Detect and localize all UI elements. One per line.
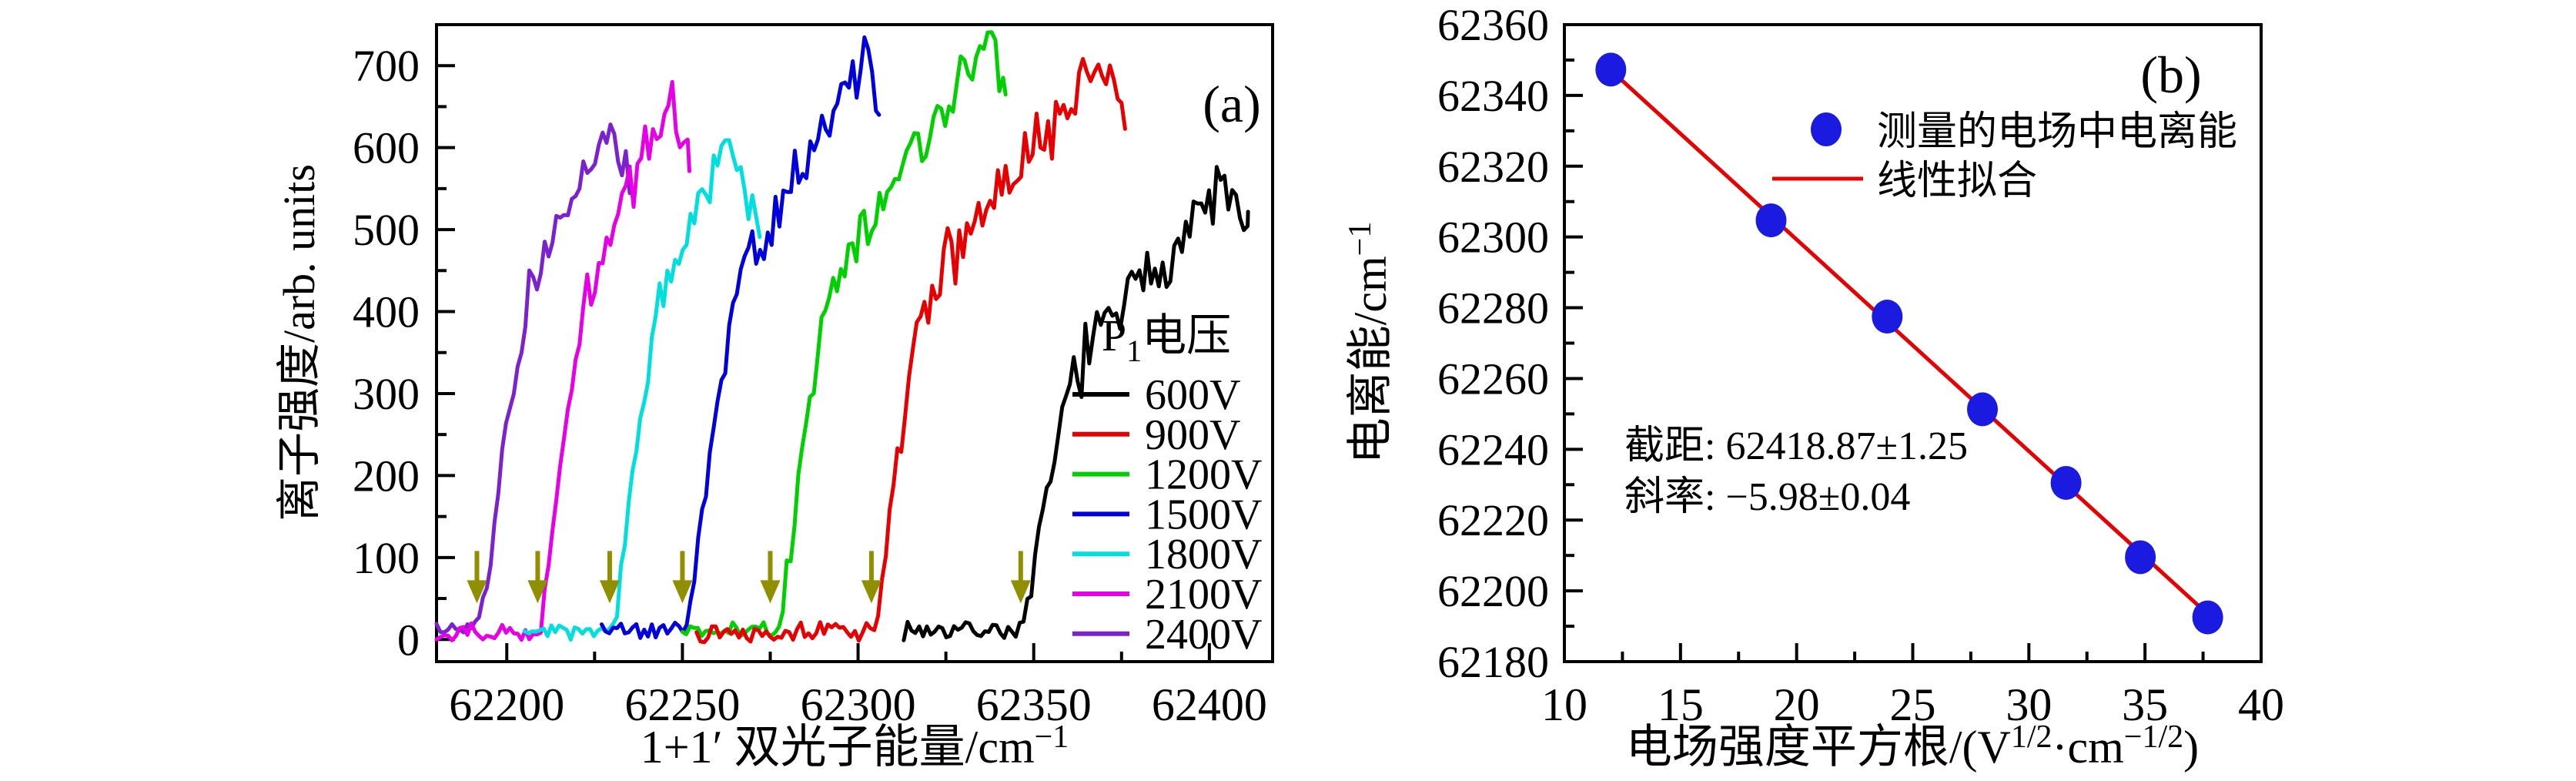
panel-a-frame [435, 23, 1274, 663]
y-tick-label: 62360 [1437, 0, 1549, 50]
data-point [1872, 300, 1903, 334]
data-point [2125, 540, 2156, 575]
x-tick-label: 15 [1658, 679, 1704, 730]
legend-label-1200V: 1200V [1145, 451, 1262, 499]
x-tick-label: 62300 [801, 679, 916, 730]
data-point [1967, 392, 1998, 427]
x-tick-label: 20 [1774, 679, 1820, 730]
legend-measured-label: 测量的电场中电离能 [1877, 110, 2237, 154]
threshold-arrow [599, 551, 620, 604]
y-tick-label: 300 [353, 369, 420, 419]
panel-a-threshold-arrows [467, 551, 1031, 604]
threshold-arrow-head [861, 580, 882, 604]
panel-a-ticks: 62200 62250 62300 62350 62400 0 100 200 300 400 50… [353, 41, 1267, 730]
threshold-arrow [672, 551, 693, 604]
threshold-arrow [1010, 551, 1031, 604]
x-tick-label: 40 [2238, 679, 2284, 730]
curve-1200V [680, 30, 1008, 639]
x-tick-label: 62200 [449, 679, 564, 730]
curve-2100V [434, 79, 691, 642]
legend-label-900V: 900V [1145, 411, 1240, 459]
x-tick-label: 62350 [976, 679, 1092, 730]
y-tick-label: 62180 [1437, 637, 1549, 687]
data-point [2050, 465, 2082, 500]
panel-b-x-axis-title: 电场强度平方根/(V1/2·cm−1/2) [1626, 719, 2199, 773]
legend-fit-label: 线性拟合 [1877, 159, 2037, 203]
data-point [2192, 600, 2223, 635]
panel-b-label: (b) [2140, 45, 2201, 104]
y-tick-label: 62300 [1437, 213, 1549, 263]
panel-a-curves [434, 30, 1250, 645]
panel-b-data-points [1595, 52, 2223, 635]
threshold-arrow-head [672, 580, 693, 604]
curve-2400V [434, 122, 632, 635]
y-tick-label: 500 [353, 205, 420, 255]
threshold-arrow-head [467, 580, 487, 604]
panel-b-ticks: 10 15 20 25 30 35 40 62360 62340 62320 62300 62280 6… [1437, 0, 2284, 730]
legend-measured-marker [1811, 112, 1842, 146]
panel-b-fit-line [1609, 69, 2210, 616]
x-tick-label: 35 [2122, 679, 2168, 730]
threshold-arrow-head [527, 580, 548, 604]
y-tick-label: 700 [353, 41, 420, 91]
threshold-arrow [861, 551, 882, 604]
x-tick-label: 25 [1890, 679, 1936, 730]
y-tick-label: 600 [353, 123, 420, 173]
curve-600V [902, 165, 1250, 642]
panel-a-label: (a) [1203, 75, 1260, 133]
annotation-intercept: 截距: 62418.87±1.25 [1624, 424, 1968, 468]
legend-title: P1电压 [1102, 310, 1231, 368]
threshold-arrow-head [1010, 580, 1031, 604]
x-tick-label: 62250 [624, 679, 740, 730]
legend-label-1500V: 1500V [1145, 491, 1262, 538]
data-point [1595, 52, 1627, 87]
curve-1800V [522, 138, 762, 642]
threshold-arrow [467, 551, 487, 604]
legend-label-2100V: 2100V [1145, 571, 1262, 618]
legend-label-1800V: 1800V [1145, 531, 1262, 578]
x-tick-label: 10 [1541, 679, 1587, 730]
y-tick-label: 62340 [1437, 71, 1549, 121]
threshold-arrow [760, 551, 781, 604]
y-tick-label: 62280 [1437, 283, 1549, 334]
y-tick-label: 100 [353, 533, 420, 583]
x-tick-label: 30 [2006, 679, 2052, 730]
legend-label-600V: 600V [1145, 371, 1240, 419]
y-tick-label: 62320 [1437, 142, 1549, 192]
y-tick-label: 62220 [1437, 495, 1549, 545]
y-tick-label: 62260 [1437, 354, 1549, 404]
annotation-slope: 斜率: −5.98±0.04 [1624, 475, 1910, 519]
threshold-arrow [527, 551, 548, 604]
threshold-arrow-head [599, 580, 620, 604]
y-tick-label: 200 [353, 451, 420, 501]
legend-label-2400V: 2400V [1145, 611, 1262, 659]
y-tick-label: 62200 [1437, 566, 1549, 616]
curve-1500V [600, 35, 882, 640]
panel-a-x-axis-title: 1+1′ 双光子能量/cm−1 [641, 719, 1069, 773]
data-point [1755, 203, 1787, 238]
panel-a-y-axis-title: 离子强度/arb. units [274, 164, 324, 521]
panel-b: 10 15 20 25 30 35 40 62360 62340 62320 62300 62280 6… [1343, 0, 2284, 773]
panel-b-y-axis-title: 电离能/cm−1 [1343, 222, 1396, 464]
curve-900V [694, 57, 1127, 645]
panel-a: 62200 62250 62300 62350 62400 0 100 200 300 400 50… [274, 23, 1274, 773]
linear-fit-line [1609, 69, 2210, 616]
threshold-arrow-head [760, 580, 781, 604]
x-tick-label: 62400 [1152, 679, 1267, 730]
y-tick-label: 400 [353, 287, 420, 337]
y-tick-label: 62240 [1437, 424, 1549, 474]
y-tick-label: 0 [397, 615, 420, 665]
panel-b-annotation: 截距: 62418.87±1.25 斜率: −5.98±0.04 [1624, 424, 1968, 519]
